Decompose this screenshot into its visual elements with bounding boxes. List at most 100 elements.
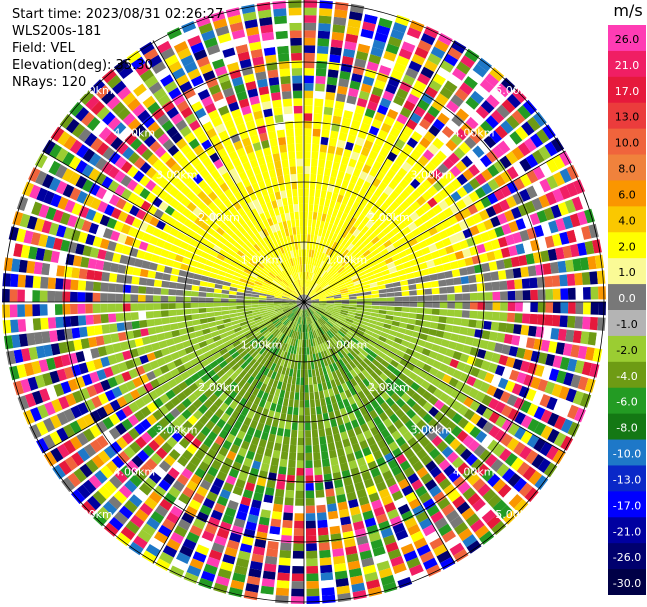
range-gate-cell <box>371 499 383 510</box>
range-gate-cell <box>358 36 373 47</box>
range-gate-cell <box>267 393 274 403</box>
range-gate-cell <box>232 211 242 220</box>
range-gate-cell <box>342 373 350 383</box>
range-gate-cell <box>590 286 599 300</box>
range-gate-cell <box>163 492 177 505</box>
range-gate-cell <box>378 260 387 268</box>
range-gate-cell <box>443 53 459 67</box>
range-gate-cell <box>307 288 311 296</box>
range-gate-cell <box>41 262 51 276</box>
range-gate-cell <box>242 381 251 391</box>
range-gate-cell <box>304 83 314 91</box>
range-gate-cell <box>300 332 303 340</box>
range-gate-cell <box>53 383 65 397</box>
range-gate-cell <box>309 291 316 297</box>
range-ring-label: 4.00km <box>114 126 156 139</box>
range-gate-cell <box>304 120 312 129</box>
range-gate-cell <box>106 96 121 110</box>
range-gate-cell <box>317 319 323 327</box>
range-gate-cell <box>274 292 283 297</box>
range-gate-cell <box>407 222 418 232</box>
range-gate-cell <box>294 505 304 514</box>
range-gate-cell <box>164 400 175 412</box>
range-gate-cell <box>293 290 300 297</box>
range-gate-cell <box>235 366 244 375</box>
range-gate-cell <box>13 349 24 364</box>
range-gate-cell <box>360 146 371 157</box>
range-gate-cell <box>186 443 198 455</box>
range-gate-cell <box>282 318 289 325</box>
range-gate-cell <box>213 307 222 312</box>
range-gate-cell <box>182 162 194 173</box>
range-gate-cell <box>124 132 138 146</box>
range-gate-cell <box>285 128 294 137</box>
range-gate-cell <box>213 364 222 374</box>
range-gate-cell <box>156 238 166 248</box>
range-gate-cell <box>153 485 167 498</box>
colorbar-tick-label: 13.0 <box>615 111 640 124</box>
range-gate-cell <box>137 529 152 543</box>
range-gate-cell <box>400 403 411 414</box>
range-gate-cell <box>267 217 274 227</box>
range-gate-cell <box>314 312 321 318</box>
range-gate-cell <box>363 357 372 366</box>
range-gate-cell <box>383 274 392 280</box>
range-gate-cell <box>304 203 309 212</box>
range-gate-cell <box>336 416 344 426</box>
range-gate-cell <box>438 346 448 355</box>
range-gate-cell <box>405 206 415 216</box>
range-gate-cell <box>590 302 599 315</box>
range-gate-cell <box>148 235 159 246</box>
range-gate-cell <box>293 281 298 289</box>
range-gate-cell <box>357 341 366 349</box>
range-gate-cell <box>258 325 266 331</box>
range-gate-cell <box>532 391 544 405</box>
range-gate-cell <box>228 302 237 306</box>
range-gate-cell <box>385 541 399 553</box>
range-gate-cell <box>229 372 239 381</box>
range-gate-cell <box>83 194 95 207</box>
range-gate-cell <box>313 106 323 115</box>
range-gate-cell <box>424 86 438 99</box>
range-gate-cell <box>205 77 219 89</box>
range-gate-cell <box>487 473 501 488</box>
range-gate-cell <box>294 513 304 521</box>
range-gate-cell <box>187 168 199 179</box>
range-gate-cell <box>108 516 124 531</box>
range-gate-cell <box>268 169 277 178</box>
range-ring-label: 3.00km <box>156 423 198 436</box>
range-gate-cell <box>229 309 237 314</box>
range-gate-cell <box>543 462 558 478</box>
range-gate-cell <box>38 204 50 218</box>
range-gate-cell <box>325 294 334 298</box>
range-gate-cell <box>500 302 508 311</box>
range-gate-cell <box>310 399 315 408</box>
range-gate-cell <box>255 71 267 81</box>
colorbar-tick-label: 4.0 <box>618 214 636 227</box>
range-gate-cell <box>111 101 126 116</box>
range-gate-cell <box>339 247 347 255</box>
range-gate-cell <box>383 239 393 248</box>
range-gate-cell <box>506 166 519 180</box>
range-gate-cell <box>233 115 245 126</box>
range-gate-cell <box>250 48 263 59</box>
range-gate-cell <box>169 175 181 186</box>
range-gate-cell <box>299 211 304 220</box>
range-gate-cell <box>217 165 228 176</box>
range-gate-cell <box>341 302 350 304</box>
range-gate-cell <box>281 443 289 453</box>
range-gate-cell <box>213 302 222 307</box>
range-gate-cell <box>363 429 373 440</box>
range-gate-cell <box>469 426 482 439</box>
range-gate-cell <box>160 310 169 317</box>
range-gate-cell <box>359 464 369 474</box>
range-gate-cell <box>356 177 365 188</box>
range-gate-cell <box>435 264 444 273</box>
range-gate-cell <box>457 404 469 416</box>
range-gate-cell <box>232 323 241 330</box>
range-gate-cell <box>224 188 234 199</box>
range-gate-cell <box>180 144 192 156</box>
range-gate-cell <box>134 397 146 409</box>
range-gate-cell <box>485 94 500 109</box>
range-gate-cell <box>352 248 360 257</box>
